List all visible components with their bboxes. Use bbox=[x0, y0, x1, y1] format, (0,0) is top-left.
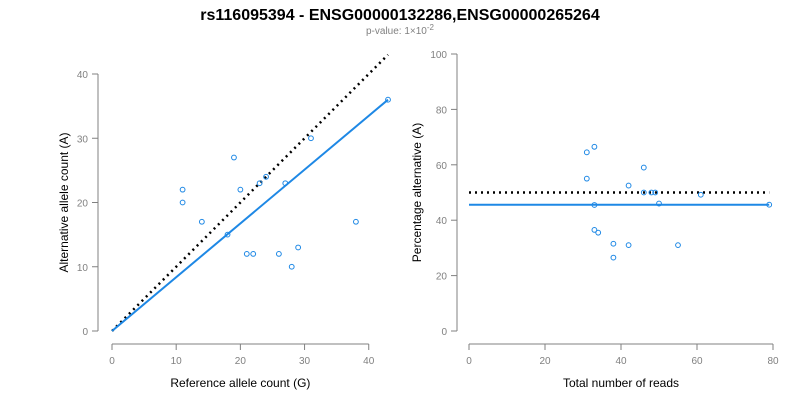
data-point bbox=[385, 96, 391, 103]
subtitle-base: 10 bbox=[416, 26, 428, 37]
data-point bbox=[591, 202, 598, 208]
data-point bbox=[295, 244, 302, 251]
x-axis-title: Reference allele count (G) bbox=[170, 376, 310, 390]
chart-title: rs116095394 - ENSG00000132286,ENSG000002… bbox=[200, 7, 600, 24]
data-point bbox=[288, 263, 295, 270]
y-axis-title: Alternative allele count (A) bbox=[57, 132, 71, 272]
data-point bbox=[179, 186, 186, 193]
data-point bbox=[610, 254, 617, 261]
data-point bbox=[263, 173, 269, 180]
data-point bbox=[656, 200, 662, 207]
right-scatter-panel: 0 20 40 60 80 0 20 40 60 80 100 Total number of rea… bbox=[410, 50, 779, 390]
data-point bbox=[625, 182, 632, 189]
data-point bbox=[595, 229, 602, 236]
x-tick-label: 20 bbox=[235, 356, 247, 367]
data-point bbox=[198, 218, 205, 225]
data-point bbox=[648, 189, 655, 196]
x-tick-label: 0 bbox=[466, 356, 472, 367]
data-point bbox=[243, 251, 250, 257]
y-tick-label: 0 bbox=[441, 327, 447, 338]
data-point bbox=[583, 175, 590, 182]
data-point bbox=[583, 149, 590, 156]
x-tick-label: 0 bbox=[109, 356, 115, 367]
y-axis-title: Percentage alternative (A) bbox=[410, 123, 424, 262]
data-point bbox=[625, 242, 632, 249]
data-point bbox=[591, 226, 598, 233]
y-tick-label: 40 bbox=[436, 216, 448, 227]
data-point bbox=[231, 154, 237, 161]
subtitle-prefix: p-value: 1 bbox=[366, 26, 410, 37]
left-scatter-panel: 0 10 20 30 40 0 10 20 30 40 Reference allele count… bbox=[57, 53, 391, 390]
x-tick-label: 30 bbox=[299, 356, 311, 367]
y-tick-label: 10 bbox=[77, 263, 89, 274]
data-point bbox=[256, 180, 263, 187]
y-tick-label: 0 bbox=[82, 327, 88, 338]
x-tick-label: 60 bbox=[691, 356, 703, 367]
y-tick-label: 40 bbox=[77, 70, 89, 81]
data-point bbox=[353, 218, 359, 225]
x-tick-label: 80 bbox=[767, 356, 779, 367]
data-point bbox=[766, 201, 773, 208]
y-tick-label: 30 bbox=[77, 134, 89, 145]
reference-line bbox=[111, 53, 389, 332]
data-point bbox=[640, 164, 647, 171]
data-point bbox=[640, 189, 647, 196]
data-point bbox=[308, 135, 314, 142]
y-tick-label: 60 bbox=[436, 161, 448, 172]
x-tick-label: 40 bbox=[363, 356, 375, 367]
data-point bbox=[237, 186, 244, 193]
y-tick-label: 100 bbox=[430, 50, 447, 61]
subtitle-times: × bbox=[410, 26, 416, 37]
data-point bbox=[697, 191, 704, 198]
x-tick-label: 10 bbox=[171, 356, 183, 367]
data-point bbox=[675, 242, 681, 249]
y-tick-label: 20 bbox=[77, 199, 89, 210]
x-axis-title: Total number of reads bbox=[563, 376, 679, 390]
data-point bbox=[591, 143, 598, 150]
y-tick-label: 80 bbox=[436, 105, 448, 116]
data-point bbox=[282, 180, 289, 187]
fit-line bbox=[111, 98, 389, 332]
data-point bbox=[224, 231, 231, 238]
x-tick-label: 40 bbox=[615, 356, 627, 367]
data-point bbox=[652, 189, 659, 196]
subtitle-exponent: -2 bbox=[427, 23, 435, 32]
x-tick-label: 20 bbox=[539, 356, 551, 367]
data-point bbox=[179, 199, 186, 206]
chart-subtitle: p-value: 1×10-2 bbox=[366, 23, 435, 37]
data-point bbox=[250, 251, 257, 257]
data-point bbox=[610, 240, 617, 247]
data-point bbox=[275, 251, 282, 257]
y-tick-label: 20 bbox=[436, 272, 448, 283]
